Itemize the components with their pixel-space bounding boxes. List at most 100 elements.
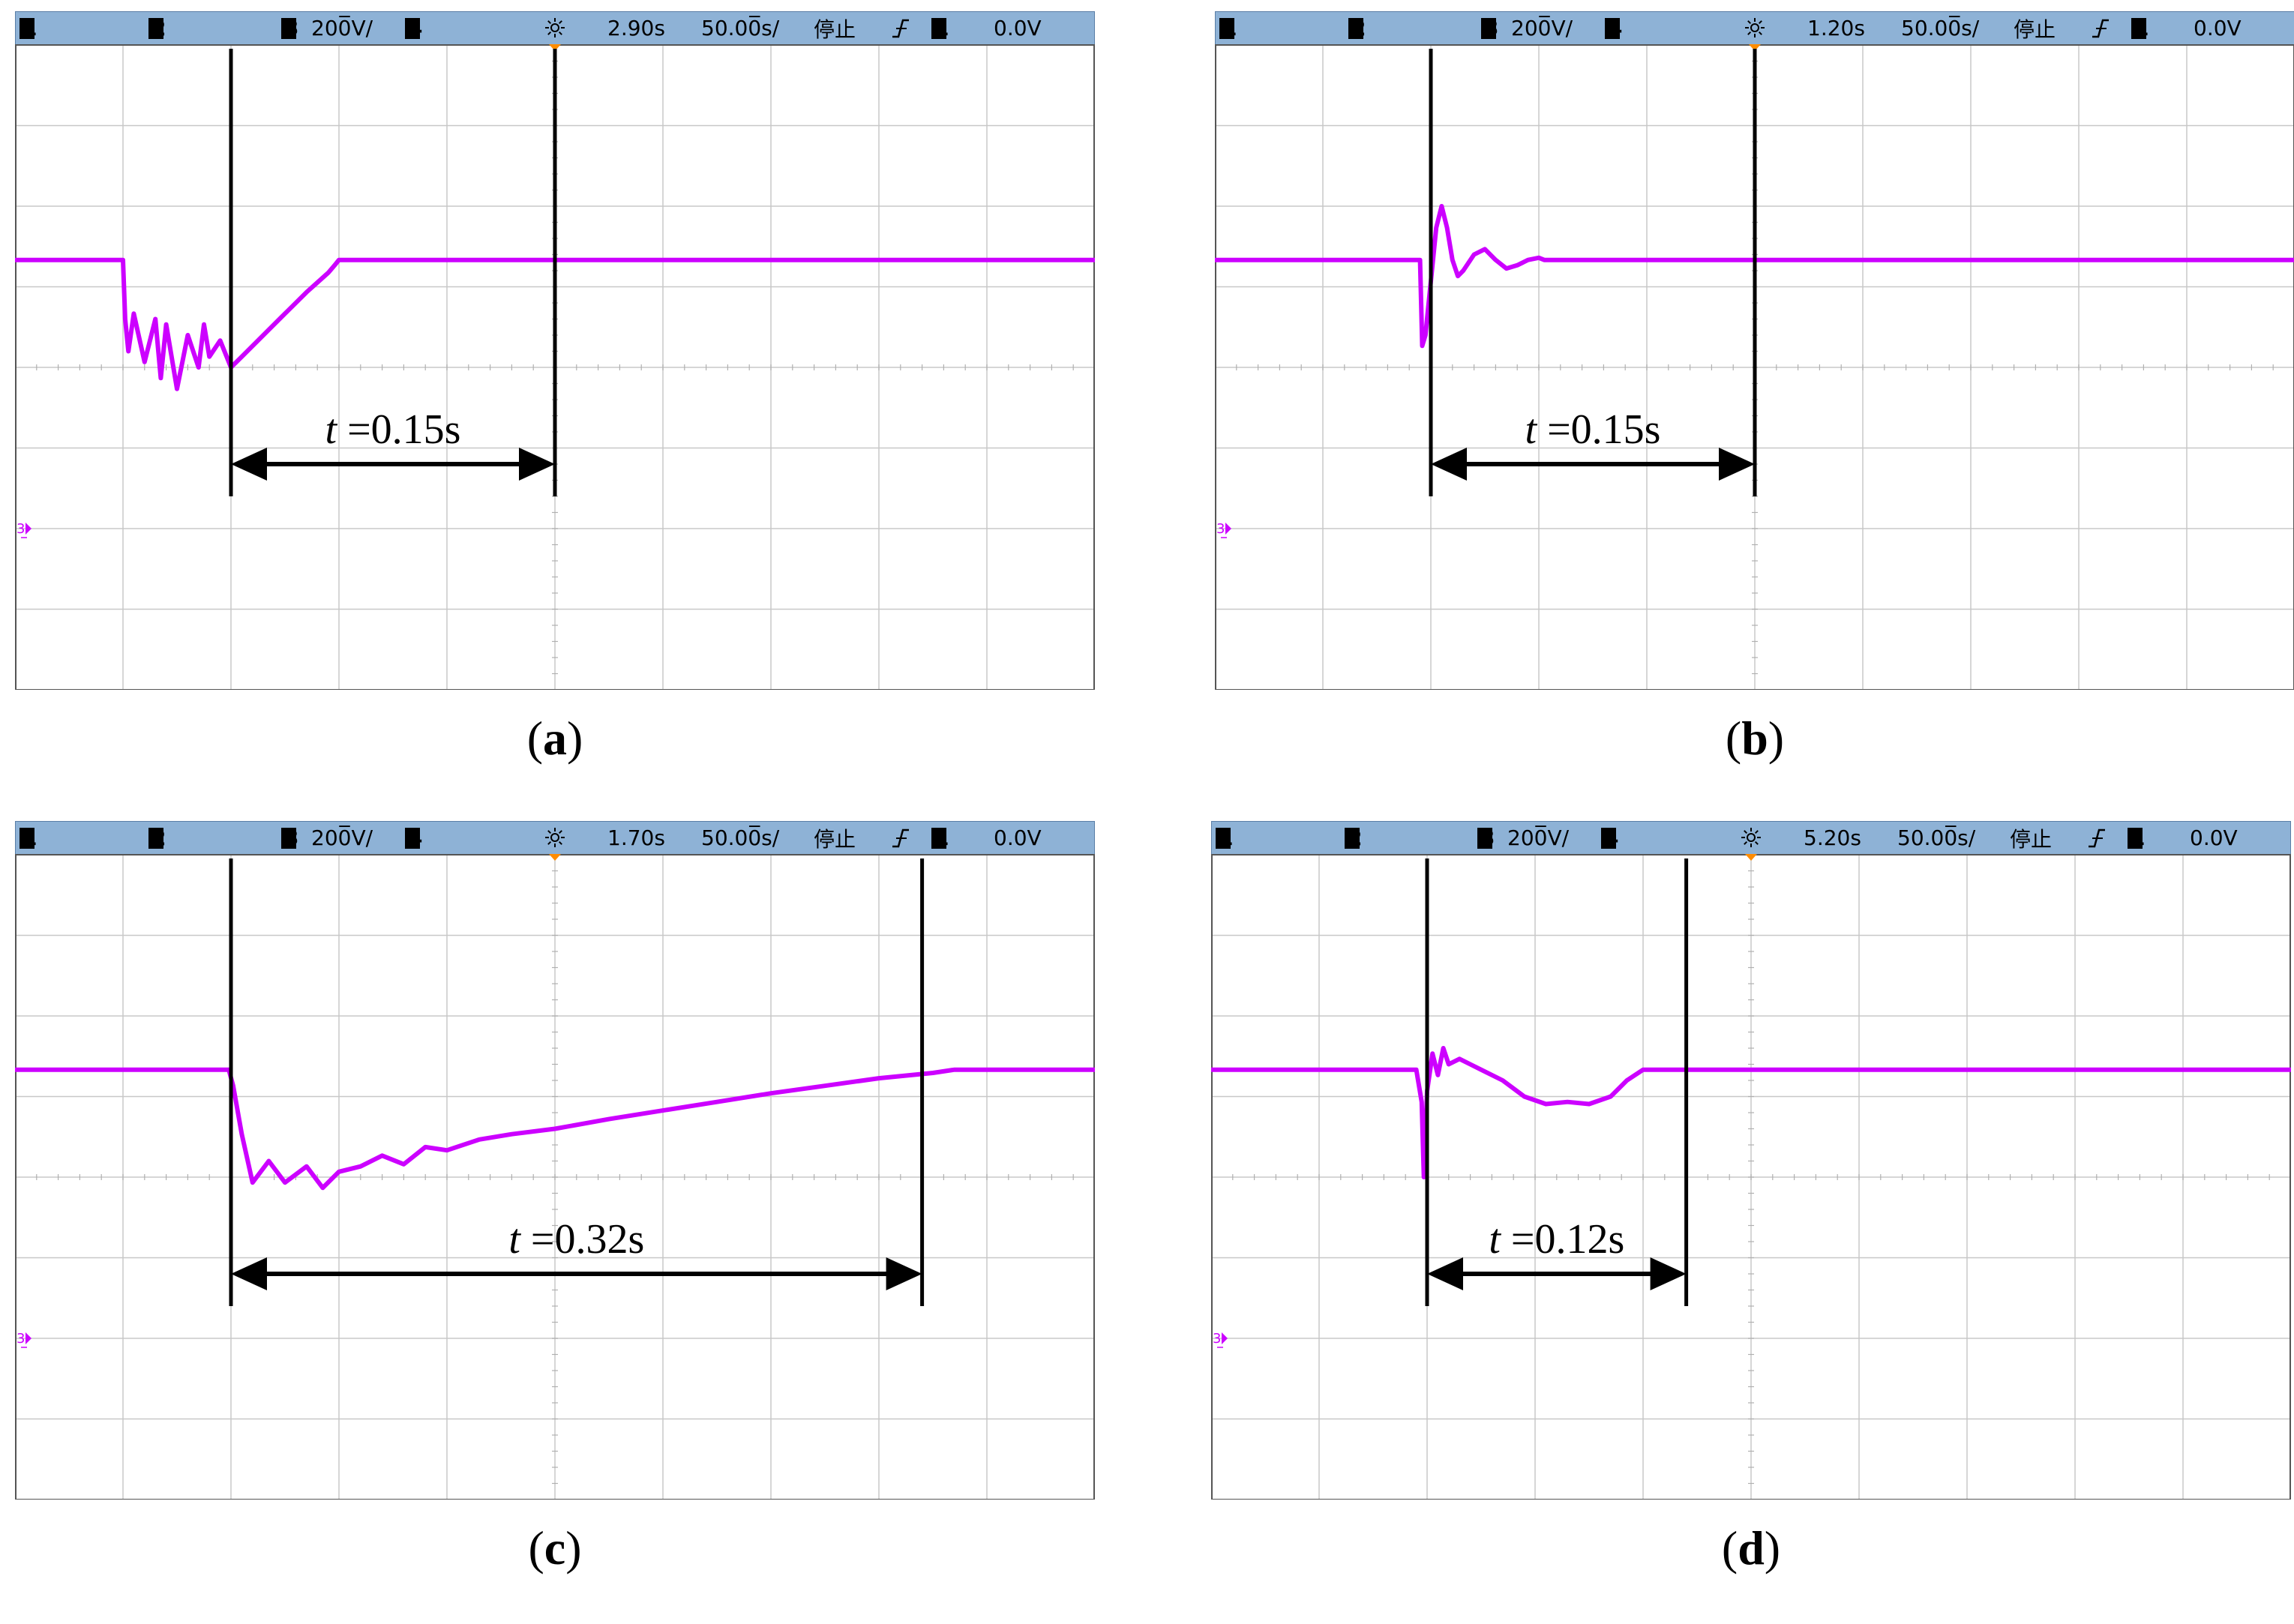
trigger-position-marker: [549, 854, 561, 861]
duration-arrow-left-head: [1427, 1257, 1463, 1290]
channel-2-label: 2: [1348, 825, 1362, 850]
channel-3-ground-marker: 3: [16, 521, 31, 538]
channel-4-label: 4: [408, 16, 422, 40]
channel-3-ground-marker: 3: [1216, 521, 1231, 538]
channel-1-label: 1: [1219, 825, 1233, 850]
scope-a: 1 2 3 4 200̅V/2.90s 50.00̅s/停止 1 0.0V 3 t =0.15s: [15, 11, 1095, 690]
run-status: 停止: [814, 17, 856, 42]
trigger-position-marker: [1749, 44, 1761, 51]
channel-4-label: 4: [408, 825, 422, 850]
timebase: 50.00̅s/: [1901, 15, 1980, 40]
caption-b-text: (b): [1725, 712, 1785, 765]
trigger-position-marker: [1745, 854, 1757, 861]
sun-icon: [545, 18, 565, 37]
channel-4-badge: [1605, 18, 1620, 39]
panel-d: 1 2 3 4 200̅V/5.20s 50.00̅s/停止 1 0.0V 3 t =0.12s …: [1211, 821, 2291, 1578]
run-status: 停止: [2010, 827, 2052, 852]
timebase: 50.00̅s/: [1897, 825, 1976, 850]
caption-d: (d): [1211, 1522, 2291, 1575]
channel-3-label: 3: [284, 16, 298, 40]
trigger-position-marker: [549, 44, 561, 51]
trigger-channel-label: 1: [934, 16, 949, 40]
channel-3-badge: [1481, 18, 1496, 39]
timebase: 50.00̅s/: [701, 825, 780, 850]
trigger-edge-icon: [2092, 19, 2109, 38]
vertical-scale: 200̅V/: [311, 825, 373, 850]
trigger-edge-icon: [892, 19, 909, 38]
channel-3-ground-marker: 3: [16, 1331, 31, 1348]
channel-4-badge: [405, 18, 420, 39]
channel-3-ground-marker: 3: [1213, 1331, 1228, 1348]
trigger-time: 1.20s: [1807, 16, 1865, 40]
trigger-time: 5.20s: [1804, 825, 1861, 850]
caption-d-text: (d): [1721, 1521, 1781, 1575]
trigger-edge-icon: [892, 828, 909, 848]
trace-channel-3: [1211, 1046, 2291, 1179]
duration-label: t =0.15s: [1525, 406, 1661, 453]
graticule: [15, 854, 1095, 1500]
channel-3-ground-label: 3: [1213, 1331, 1221, 1347]
channel-1-label: 1: [1222, 16, 1237, 40]
channel-2-label: 2: [1351, 16, 1366, 40]
channel-3-ground-label: 3: [16, 1331, 25, 1347]
channel-4-label: 4: [1608, 16, 1622, 40]
graticule: [1211, 854, 2291, 1500]
trigger-level: 0.0V: [2190, 825, 2238, 850]
trigger-channel-badge: [2131, 18, 2146, 39]
channel-3-label: 3: [284, 825, 298, 850]
trigger-channel-label: 1: [2134, 16, 2149, 40]
trigger-level: 0.0V: [994, 825, 1042, 850]
panel-a: 1 2 3 4 200̅V/2.90s 50.00̅s/停止 1 0.0V 3 t =0.15s …: [15, 11, 1095, 769]
channel-2-badge: [148, 828, 163, 849]
sun-icon: [1741, 828, 1761, 847]
duration-arrow-left-head: [1431, 448, 1467, 481]
duration-arrow-right-head: [886, 1257, 922, 1290]
caption-c: (c): [15, 1522, 1095, 1575]
trigger-edge-icon: [2089, 828, 2105, 848]
channel-1-badge: [19, 18, 34, 39]
channel-1-badge: [1219, 18, 1234, 39]
trigger-channel-label: 1: [2131, 825, 2145, 850]
channel-2-badge: [1345, 828, 1360, 849]
vertical-scale: 200̅V/: [311, 15, 373, 40]
channel-1-badge: [19, 828, 34, 849]
duration-arrow-right-head: [1650, 1257, 1687, 1290]
duration-arrow-left-head: [231, 448, 267, 481]
channel-3-ground-label: 3: [16, 521, 25, 537]
header-bar: [1211, 821, 2291, 855]
channel-3-ground-label: 3: [1216, 521, 1225, 537]
trigger-level: 0.0V: [2194, 16, 2242, 40]
channel-3-label: 3: [1484, 16, 1498, 40]
channel-2-label: 2: [151, 825, 166, 850]
vertical-scale: 200̅V/: [1507, 825, 1570, 850]
trigger-channel-badge: [2128, 828, 2143, 849]
scope-b: 1 2 3 4 200̅V/1.20s 50.00̅s/停止 1 0.0V 3 t =0.15s: [1215, 11, 2294, 690]
panel-c: 1 2 3 4 200̅V/1.70s 50.00̅s/停止 1 0.0V 3 t =0.32s …: [15, 821, 1095, 1578]
duration-arrow-right-head: [1719, 448, 1755, 481]
scope-c: 1 2 3 4 200̅V/1.70s 50.00̅s/停止 1 0.0V 3 t =0.32s: [15, 821, 1095, 1500]
trigger-time: 2.90s: [607, 16, 665, 40]
run-status: 停止: [814, 827, 856, 852]
caption-a-text: (a): [526, 712, 583, 765]
channel-3-badge: [1477, 828, 1492, 849]
trigger-channel-badge: [931, 828, 946, 849]
duration-arrow-left-head: [231, 1257, 267, 1290]
channel-4-badge: [405, 828, 420, 849]
caption-a: (a): [15, 712, 1095, 765]
scope-d: 1 2 3 4 200̅V/5.20s 50.00̅s/停止 1 0.0V 3 t =0.12s: [1211, 821, 2291, 1500]
duration-label: t =0.15s: [325, 406, 461, 453]
caption-b: (b): [1215, 712, 2294, 765]
trigger-time: 1.70s: [607, 825, 665, 850]
channel-2-badge: [1348, 18, 1363, 39]
channel-3-badge: [281, 18, 296, 39]
duration-label: t =0.32s: [508, 1216, 644, 1263]
panel-b: 1 2 3 4 200̅V/1.20s 50.00̅s/停止 1 0.0V 3 t =0.15s …: [1215, 11, 2294, 769]
channel-3-label: 3: [1480, 825, 1495, 850]
channel-3-badge: [281, 828, 296, 849]
vertical-scale: 200̅V/: [1511, 15, 1573, 40]
trigger-channel-label: 1: [934, 825, 949, 850]
trace-channel-3: [1215, 204, 2294, 349]
trigger-level: 0.0V: [994, 16, 1042, 40]
timebase: 50.00̅s/: [701, 15, 780, 40]
channel-2-label: 2: [151, 16, 166, 40]
